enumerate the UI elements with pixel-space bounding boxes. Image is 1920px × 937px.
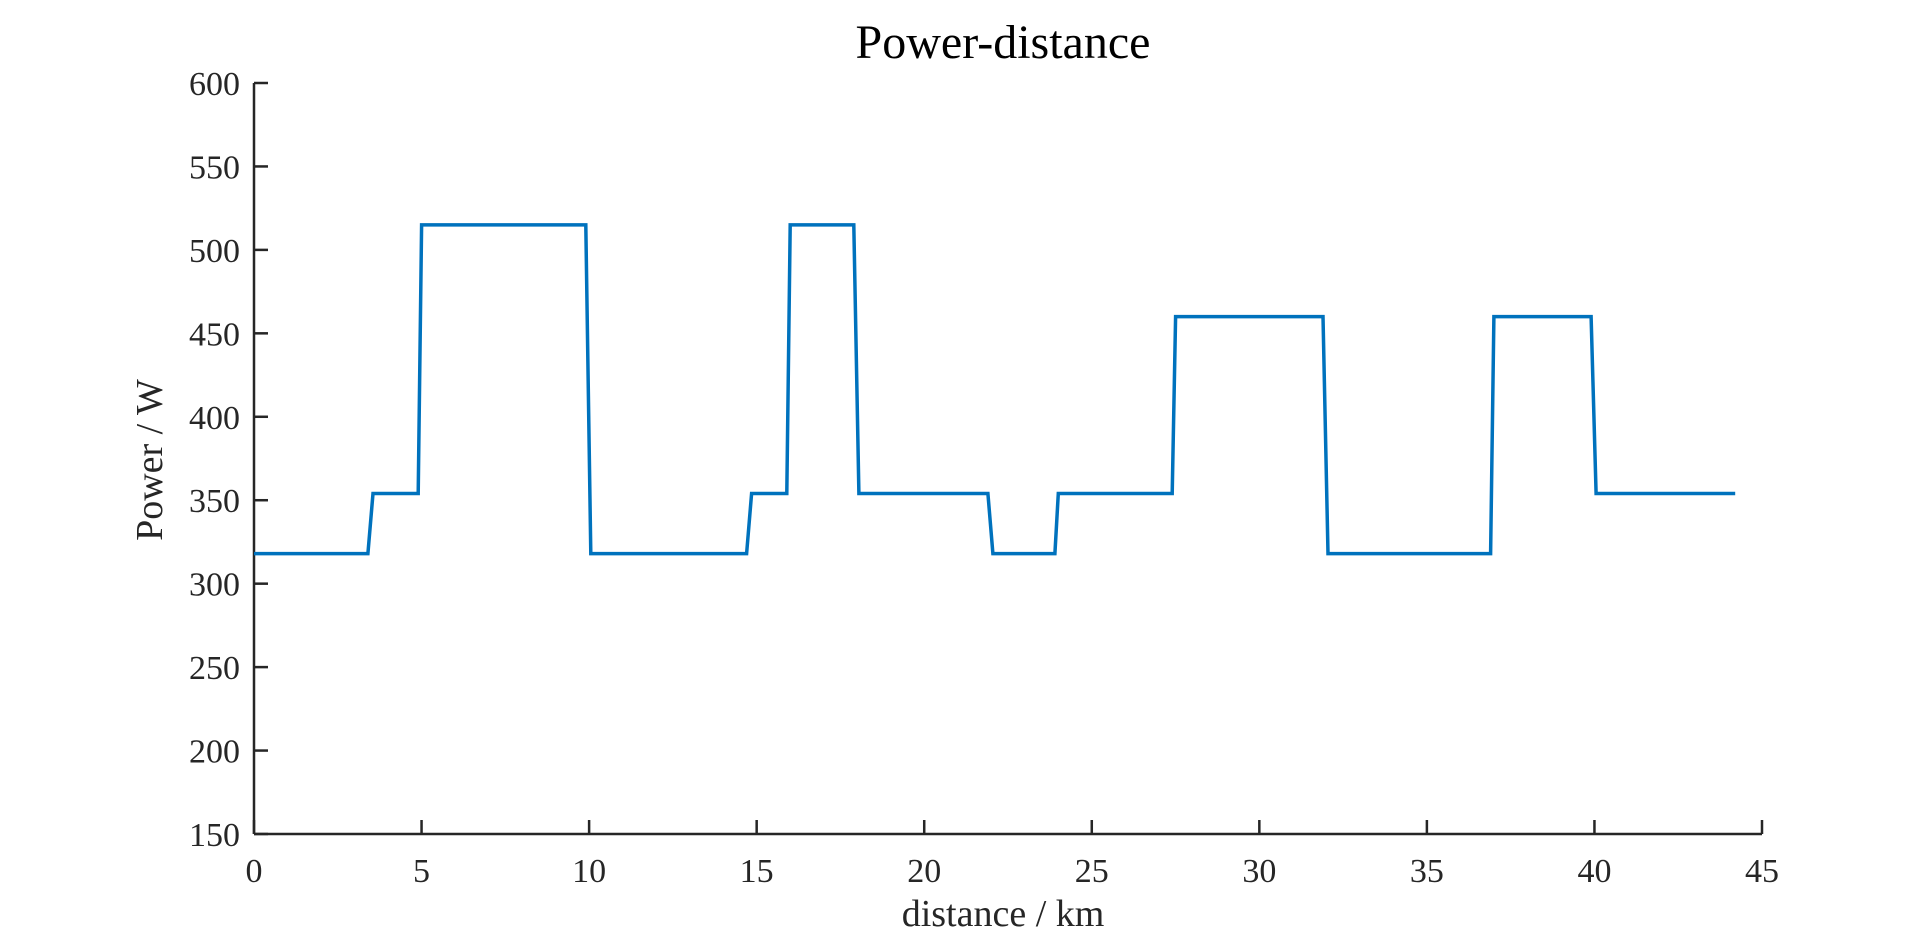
x-tick-label: 10	[572, 853, 606, 890]
x-tick-label: 45	[1745, 853, 1779, 890]
x-axis: 0 5 10 15 20 25 30 35 40 45	[246, 820, 1779, 890]
x-tick-label: 35	[1410, 853, 1444, 890]
x-tick-label: 0	[246, 853, 263, 890]
y-tick-label: 450	[189, 316, 240, 353]
y-tick-label: 350	[189, 483, 240, 520]
x-tick-label: 5	[413, 853, 430, 890]
x-tick-label: 25	[1075, 853, 1109, 890]
plot-series	[254, 223, 1736, 556]
y-tick-label: 150	[189, 817, 240, 854]
x-tick-label: 20	[907, 853, 941, 890]
x-tick-label: 15	[740, 853, 774, 890]
y-axis-title: Power / W	[129, 379, 171, 541]
y-tick-label: 400	[189, 400, 240, 437]
y-tick-label: 500	[189, 233, 240, 270]
series-line-1	[254, 223, 1736, 556]
y-tick-label: 550	[189, 149, 240, 186]
x-axis-title: distance / km	[902, 893, 1105, 935]
x-tick-label: 40	[1577, 853, 1611, 890]
y-axis: 150 200 250 300 350 400 450 500 550 600	[189, 66, 268, 854]
y-tick-label: 250	[189, 650, 240, 687]
chart-title: Power-distance	[856, 16, 1151, 69]
y-tick-label: 200	[189, 734, 240, 771]
y-tick-label: 300	[189, 567, 240, 604]
y-tick-label: 600	[189, 66, 240, 103]
x-tick-label: 30	[1242, 853, 1276, 890]
